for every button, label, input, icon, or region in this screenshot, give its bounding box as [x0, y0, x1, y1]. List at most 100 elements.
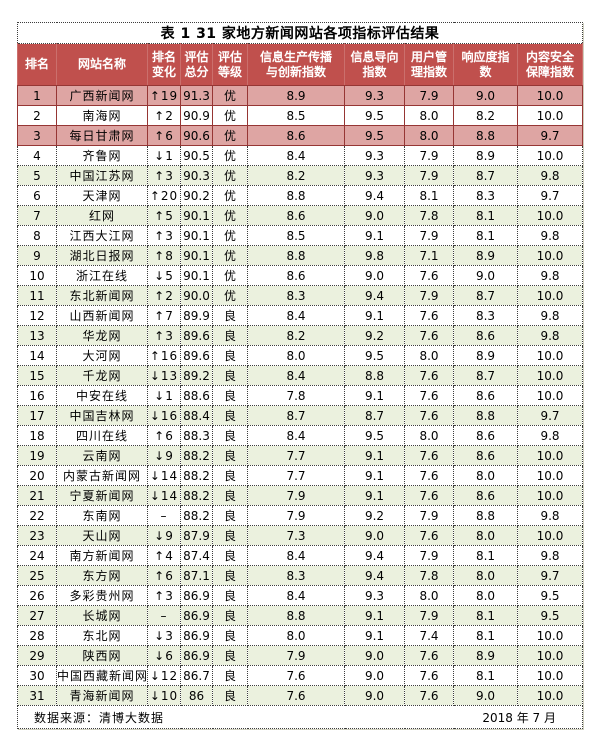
table-row-rank-25: 25 东方网 ↑6 87.1 良 8.3 9.4 7.8 8.0 9.7	[17, 565, 584, 586]
cell-total_score: 90.1	[180, 265, 213, 286]
cell-idx_info_production_innovation: 8.5	[247, 105, 345, 126]
cell-idx_user_management: 7.6	[404, 385, 454, 406]
cell-idx_content_safety: 10.0	[516, 665, 584, 686]
column-header-idx_info_orientation: 信息导向 指数	[344, 43, 405, 86]
cell-idx_content_safety: 10.0	[516, 645, 584, 666]
cell-site_name: 华龙网	[56, 325, 148, 346]
cell-idx_responsiveness: 8.2	[453, 105, 518, 126]
cell-idx_responsiveness: 8.0	[453, 465, 518, 486]
cell-rank: 24	[17, 545, 57, 566]
cell-rank: 4	[17, 145, 57, 166]
cell-total_score: 88.2	[180, 505, 213, 526]
cell-idx_content_safety: 10.0	[516, 365, 584, 386]
cell-idx_responsiveness: 9.0	[453, 265, 518, 286]
cell-grade: 优	[212, 245, 248, 266]
cell-idx_content_safety: 10.0	[516, 485, 584, 506]
cell-idx_responsiveness: 8.6	[453, 325, 518, 346]
cell-idx_info_production_innovation: 8.4	[247, 305, 345, 326]
cell-idx_user_management: 7.6	[404, 665, 454, 686]
cell-idx_info_orientation: 9.0	[344, 665, 405, 686]
cell-idx_info_orientation: 9.1	[344, 445, 405, 466]
cell-idx_responsiveness: 8.1	[453, 205, 518, 226]
cell-rank_change: ↑19	[147, 85, 181, 106]
cell-grade: 良	[212, 365, 248, 386]
cell-rank_change: ↑6	[147, 125, 181, 146]
cell-rank: 15	[17, 365, 57, 386]
cell-idx_info_orientation: 8.7	[344, 405, 405, 426]
cell-idx_info_orientation: 9.3	[344, 85, 405, 106]
cell-idx_content_safety: 10.0	[516, 525, 584, 546]
cell-rank_change: –	[147, 505, 181, 526]
table-row-rank-19: 19 云南网 ↓9 88.2 良 7.7 9.1 7.6 8.6 10.0	[17, 445, 584, 466]
cell-idx_responsiveness: 8.0	[453, 585, 518, 606]
table-row-rank-10: 10 浙江在线 ↓5 90.1 优 8.6 9.0 7.6 9.0 9.8	[17, 265, 584, 286]
cell-idx_responsiveness: 9.0	[453, 85, 518, 106]
cell-idx_user_management: 7.6	[404, 305, 454, 326]
cell-idx_info_orientation: 9.0	[344, 645, 405, 666]
cell-idx_responsiveness: 8.9	[453, 145, 518, 166]
column-header-site_name: 网站名称	[56, 43, 148, 86]
cell-grade: 优	[212, 85, 248, 106]
cell-rank_change: ↑5	[147, 205, 181, 226]
cell-grade: 良	[212, 525, 248, 546]
cell-idx_content_safety: 9.8	[516, 505, 584, 526]
cell-site_name: 陕西网	[56, 645, 148, 666]
cell-site_name: 广西新闻网	[56, 85, 148, 106]
table-title: 表 1 31 家地方新闻网站各项指标评估结果	[16, 22, 584, 44]
cell-rank: 1	[17, 85, 57, 106]
cell-grade: 良	[212, 585, 248, 606]
cell-idx_responsiveness: 8.0	[453, 525, 518, 546]
table-row-rank-30: 30 中国西藏新闻网 ↓12 86.7 良 7.6 9.0 7.6 8.1 10.0	[17, 665, 584, 686]
cell-idx_user_management: 8.1	[404, 185, 454, 206]
cell-rank: 3	[17, 125, 57, 146]
cell-rank: 10	[17, 265, 57, 286]
cell-idx_user_management: 8.0	[404, 425, 454, 446]
cell-idx_user_management: 8.0	[404, 345, 454, 366]
cell-grade: 良	[212, 445, 248, 466]
cell-grade: 优	[212, 145, 248, 166]
cell-rank: 19	[17, 445, 57, 466]
cell-rank: 26	[17, 585, 57, 606]
cell-idx_user_management: 7.8	[404, 565, 454, 586]
cell-total_score: 89.6	[180, 325, 213, 346]
cell-rank_change: ↓1	[147, 145, 181, 166]
table-row-rank-5: 5 中国江苏网 ↑3 90.3 优 8.2 9.3 7.9 8.7 9.8	[17, 165, 584, 186]
cell-total_score: 88.2	[180, 445, 213, 466]
cell-idx_info_production_innovation: 7.9	[247, 485, 345, 506]
table-row-rank-6: 6 天津网 ↑20 90.2 优 8.8 9.4 8.1 8.3 9.7	[17, 185, 584, 206]
title-row: 表 1 31 家地方新闻网站各项指标评估结果	[16, 22, 584, 44]
table-row-rank-24: 24 南方新闻网 ↑4 87.4 良 8.4 9.4 7.9 8.1 9.8	[17, 545, 584, 566]
cell-idx_responsiveness: 8.3	[453, 305, 518, 326]
cell-total_score: 87.1	[180, 565, 213, 586]
cell-rank_change: ↓9	[147, 525, 181, 546]
cell-grade: 良	[212, 545, 248, 566]
cell-idx_info_orientation: 9.5	[344, 125, 405, 146]
cell-grade: 良	[212, 325, 248, 346]
cell-idx_content_safety: 9.8	[516, 425, 584, 446]
cell-total_score: 91.3	[180, 85, 213, 106]
cell-idx_content_safety: 9.8	[516, 225, 584, 246]
cell-site_name: 浙江在线	[56, 265, 148, 286]
cell-site_name: 红网	[56, 205, 148, 226]
cell-idx_info_production_innovation: 8.6	[247, 205, 345, 226]
cell-idx_user_management: 8.0	[404, 105, 454, 126]
cell-total_score: 86.9	[180, 605, 213, 626]
cell-site_name: 东北新闻网	[56, 285, 148, 306]
cell-rank: 29	[17, 645, 57, 666]
cell-idx_user_management: 7.6	[404, 365, 454, 386]
cell-rank_change: ↑3	[147, 165, 181, 186]
cell-idx_info_production_innovation: 8.7	[247, 405, 345, 426]
cell-site_name: 中国西藏新闻网	[56, 665, 148, 686]
cell-idx_user_management: 8.0	[404, 125, 454, 146]
cell-idx_responsiveness: 8.1	[453, 665, 518, 686]
cell-idx_user_management: 8.0	[404, 585, 454, 606]
cell-idx_content_safety: 9.7	[516, 565, 584, 586]
cell-grade: 优	[212, 125, 248, 146]
cell-total_score: 90.6	[180, 125, 213, 146]
cell-idx_content_safety: 10.0	[516, 385, 584, 406]
table-row-rank-17: 17 中国吉林网 ↓16 88.4 良 8.7 8.7 7.6 8.8 9.7	[17, 405, 584, 426]
cell-idx_info_production_innovation: 8.3	[247, 565, 345, 586]
cell-idx_info_production_innovation: 8.4	[247, 585, 345, 606]
cell-site_name: 千龙网	[56, 365, 148, 386]
cell-idx_user_management: 7.6	[404, 445, 454, 466]
